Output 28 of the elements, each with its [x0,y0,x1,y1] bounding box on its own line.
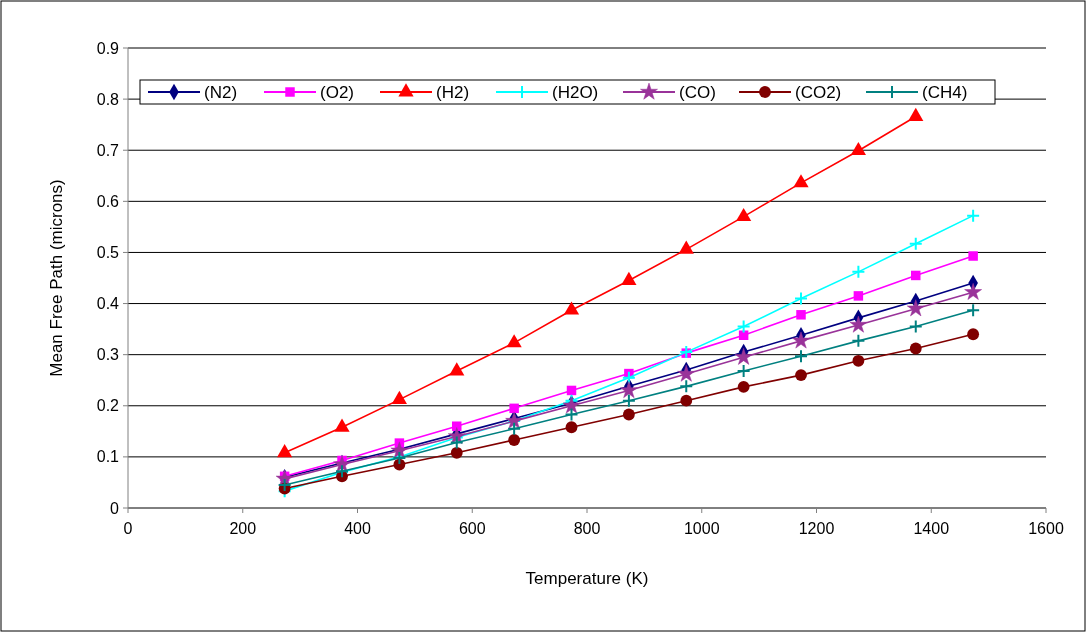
x-tick-label: 1400 [913,520,950,537]
legend-label: (CO) [679,82,716,102]
y-axis-title: Mean Free Path (microns) [47,179,66,377]
y-tick-label: 0.7 [96,141,120,159]
x-tick-label: 1200 [798,520,835,537]
x-tick-label: 400 [344,520,371,537]
x-tick-label: 0 [123,520,133,537]
x-tick-label: 800 [573,520,601,537]
legend-label: (H2O) [552,82,599,102]
x-axis-title: Temperature (K) [525,569,649,588]
legend-label: (CH4) [922,82,968,102]
x-tick-label: 1000 [683,520,720,537]
legend-label: (O2) [320,82,354,102]
y-tick-label: 0.5 [96,244,120,262]
legend-label: (N2) [204,82,238,102]
legend-label: (H2) [436,82,470,102]
y-tick-label: 0.6 [96,192,120,210]
y-tick-label: 0.9 [96,39,120,57]
y-tick-label: 0.4 [96,295,120,313]
y-tick-label: 0.2 [96,397,120,415]
y-tick-label: 0.8 [96,90,120,108]
x-tick-label: 1600 [1028,520,1064,537]
y-tick-label: 0 [110,499,120,517]
y-tick-label: 0.1 [96,448,120,466]
y-tick-label: 0.3 [96,346,120,364]
x-tick-label: 200 [229,520,257,537]
legend-label: (CO2) [795,82,842,102]
x-tick-label: 600 [458,520,486,537]
